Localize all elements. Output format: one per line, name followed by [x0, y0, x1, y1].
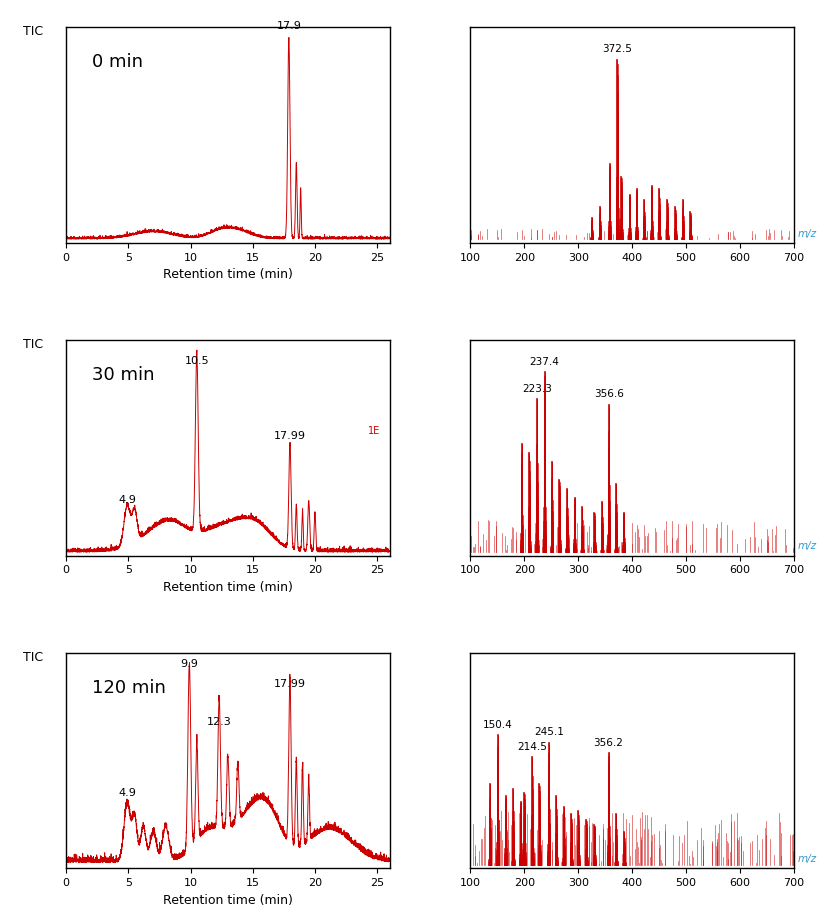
Text: 30 min: 30 min [92, 366, 155, 384]
Text: 4.9: 4.9 [118, 495, 136, 505]
Text: 120 min: 120 min [92, 678, 166, 696]
Text: m/z: m/z [797, 541, 816, 551]
Text: 0 min: 0 min [92, 53, 143, 71]
Text: 1E: 1E [368, 426, 380, 436]
Text: m/z: m/z [797, 854, 816, 864]
Text: 223.3: 223.3 [522, 384, 552, 394]
Text: TIC: TIC [23, 651, 44, 664]
Text: 12.3: 12.3 [207, 717, 232, 727]
Text: 17.99: 17.99 [274, 679, 306, 689]
X-axis label: Retention time (min): Retention time (min) [163, 269, 293, 282]
Text: 9.9: 9.9 [180, 660, 198, 669]
X-axis label: Retention time (min): Retention time (min) [163, 894, 293, 907]
Text: 356.6: 356.6 [594, 389, 624, 399]
Text: 237.4: 237.4 [529, 357, 560, 367]
Text: 214.5: 214.5 [517, 741, 547, 751]
Text: TIC: TIC [23, 338, 44, 351]
X-axis label: Retention time (min): Retention time (min) [163, 581, 293, 594]
Text: 4.9: 4.9 [118, 788, 136, 798]
Text: 356.2: 356.2 [594, 738, 624, 748]
Text: 17.99: 17.99 [274, 431, 306, 441]
Text: 17.9: 17.9 [276, 21, 301, 31]
Text: 245.1: 245.1 [533, 728, 564, 737]
Text: 150.4: 150.4 [483, 720, 513, 730]
Text: 372.5: 372.5 [602, 45, 633, 54]
Text: m/z: m/z [797, 228, 816, 239]
Text: 10.5: 10.5 [184, 356, 209, 366]
Text: TIC: TIC [23, 26, 44, 38]
